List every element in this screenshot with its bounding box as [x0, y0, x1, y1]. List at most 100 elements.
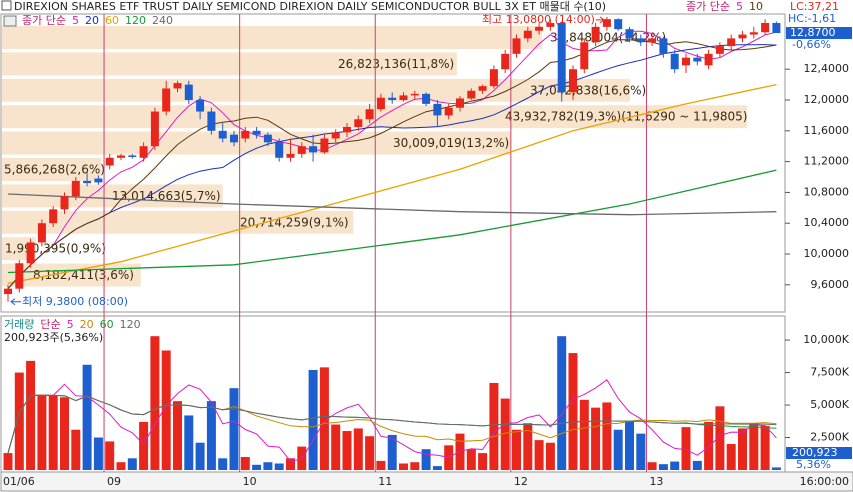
x-tick-label: 13 — [649, 475, 663, 488]
volume-bar — [48, 395, 58, 470]
legend-item: 240 — [152, 14, 173, 27]
volume-bar — [308, 369, 318, 470]
candle-body — [546, 23, 555, 27]
legend-item: 5 — [736, 0, 743, 13]
legend-item: 60 — [105, 14, 119, 27]
profile-bar — [2, 52, 457, 76]
candle-body — [343, 126, 351, 133]
current-price: 12,8700 — [790, 26, 836, 39]
y-tick-label: 2,500K — [810, 431, 849, 444]
volume-bar — [613, 429, 623, 470]
ma-line — [7, 193, 777, 216]
x-tick-label: 12 — [514, 475, 528, 488]
volume-bar — [3, 453, 13, 470]
candle-body — [241, 130, 250, 139]
volume-bar — [218, 458, 228, 470]
candle-body — [489, 69, 498, 87]
candle-body — [569, 69, 577, 93]
legend-item: 20 — [85, 14, 99, 27]
volume-bar — [206, 401, 216, 470]
legend-item: 5 — [72, 14, 79, 27]
volume-bar — [478, 453, 488, 470]
y-tick-label: 11,2000 — [804, 155, 850, 168]
candle-body — [230, 134, 238, 143]
candle-body — [218, 130, 227, 139]
volume-ma-line — [7, 394, 777, 454]
menu-icon[interactable] — [1, 0, 12, 11]
volume-bar — [523, 423, 533, 470]
volume-bar — [466, 449, 476, 470]
y-tick-label: 10,4000 — [804, 216, 850, 229]
volume-bar — [738, 428, 747, 470]
candle-body — [580, 42, 589, 70]
volume-bar — [432, 466, 442, 470]
candle-body — [207, 111, 216, 131]
candle-body — [184, 84, 193, 101]
candle-body — [772, 23, 781, 34]
profile-label: 8,182,411(3,6%) — [33, 268, 134, 282]
profile-bar — [2, 210, 354, 234]
volume-bar — [771, 467, 781, 470]
candle-body — [659, 38, 668, 54]
candle-body — [376, 97, 385, 110]
title: DIREXION SHARES ETF TRUST DAILY SEMICOND… — [14, 0, 606, 13]
volume-bar — [342, 431, 352, 470]
candle-body — [704, 53, 713, 66]
profile-label: 5,866,268(2,6%) — [4, 163, 105, 177]
candle-body — [648, 38, 657, 43]
volume-bar — [749, 423, 759, 470]
volume-bar — [229, 388, 239, 470]
volume-bar — [286, 458, 295, 470]
price-change: -0,66% — [792, 38, 831, 51]
candle-body — [173, 83, 182, 89]
volume-bar — [127, 458, 137, 470]
candle-body — [49, 209, 58, 224]
candle-body — [399, 95, 408, 101]
settings-icon[interactable] — [3, 15, 17, 27]
volume-bar — [625, 420, 634, 470]
candle-body — [614, 19, 623, 30]
candle-body — [365, 109, 374, 120]
profile-bar — [2, 158, 102, 181]
volume-bar — [421, 449, 431, 470]
candle-body — [162, 88, 171, 112]
candle-body — [444, 107, 453, 116]
candle-body — [150, 111, 159, 147]
high-label: 최고 13,0800 (14:00) — [482, 13, 595, 26]
candle-body — [60, 196, 69, 210]
volume-bar — [93, 437, 103, 470]
volume-bar — [353, 428, 363, 470]
profile-label: 20,714,259(9,1%) — [240, 215, 349, 229]
volume-bar — [591, 407, 601, 470]
volume-bar — [184, 415, 194, 470]
legend-item: 거래량 — [4, 318, 34, 331]
candle-body — [501, 53, 510, 70]
volume-bar — [263, 462, 273, 470]
profile-bar — [2, 26, 543, 49]
volume-bar — [365, 436, 375, 470]
volume-bar — [26, 360, 36, 470]
volume-summary: 200,923주(5,36%) — [4, 331, 103, 344]
low-arrow — [10, 298, 21, 306]
volume-bar — [14, 372, 24, 470]
profile-label: 37,042,838(16,6%) — [530, 83, 646, 97]
candle-body — [4, 288, 12, 295]
time-axis — [0, 471, 853, 492]
candle-body — [433, 103, 442, 116]
volume-bar — [512, 429, 521, 470]
current-volume-box — [786, 447, 852, 459]
volume-bar — [681, 427, 691, 470]
candle-body — [128, 155, 137, 157]
legend-item: 종가 단순 — [686, 0, 730, 13]
lc-label: LC:37,21 — [790, 0, 839, 13]
high-arrow — [595, 16, 605, 24]
legend-item: 종가 단순 — [22, 14, 66, 27]
volume-bar — [60, 397, 69, 470]
volume-bar — [715, 406, 725, 470]
candle-body — [523, 30, 532, 39]
candle-body — [309, 146, 318, 153]
volume-bar — [579, 399, 589, 470]
y-tick-label: 12,0000 — [804, 93, 850, 106]
legend-item: 10 — [749, 0, 763, 13]
candle-body — [117, 155, 125, 158]
